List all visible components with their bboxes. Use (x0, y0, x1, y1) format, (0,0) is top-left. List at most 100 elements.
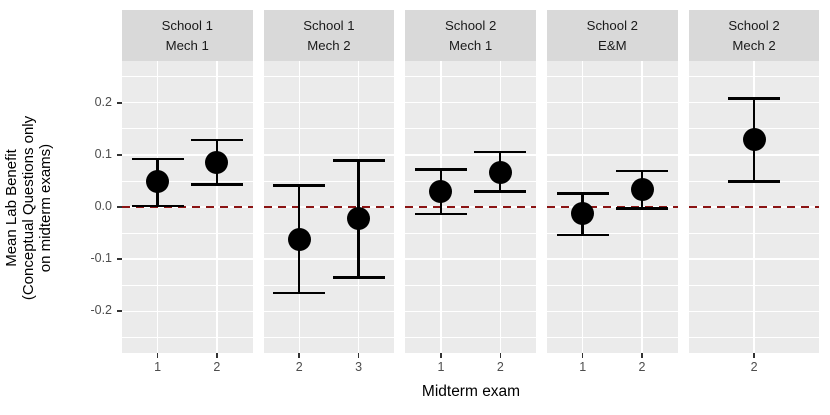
error-bar-cap-bottom (273, 291, 326, 295)
major-gridline (405, 101, 536, 104)
x-tick-mark (440, 353, 442, 358)
x-tick-label: 1 (154, 360, 162, 374)
data-point (571, 201, 595, 225)
minor-gridline (263, 284, 395, 286)
minor-gridline (405, 76, 536, 78)
major-gridline (263, 101, 395, 104)
major-gridline (263, 310, 395, 313)
major-gridline (405, 154, 536, 156)
minor-gridline (263, 180, 395, 182)
error-bar-cap-top (131, 157, 184, 161)
facet-strip: School 2 E&M (547, 10, 678, 61)
y-tick-label: -0.1 (90, 251, 112, 266)
major-gridline (405, 310, 536, 313)
error-bar-cap-bottom (414, 213, 467, 216)
y-tick-mark (117, 310, 122, 313)
minor-gridline (263, 76, 395, 78)
minor-gridline (263, 232, 395, 234)
error-bar-cap-top (273, 184, 326, 187)
major-gridline (547, 154, 678, 156)
x-tick-mark (298, 353, 301, 358)
zero-reference-line (688, 205, 820, 209)
zero-reference-line (122, 205, 253, 209)
x-tick-mark (753, 353, 755, 358)
x-tick-label: 2 (638, 360, 646, 374)
x-tick-label: 2 (295, 360, 303, 374)
x-tick-label: 2 (213, 360, 221, 374)
y-tick-label: 0.1 (94, 146, 112, 161)
facet-strip: School 2 Mech 2 (688, 10, 820, 61)
data-point (347, 206, 371, 230)
y-tick-label: 0.0 (94, 199, 112, 213)
zero-reference-line (547, 205, 678, 209)
facet-strip: School 1 Mech 2 (263, 10, 395, 61)
minor-gridline (547, 180, 678, 182)
error-bar-cap-bottom (190, 183, 243, 186)
major-gridline (122, 154, 253, 156)
minor-gridline (122, 128, 253, 130)
minor-gridline (547, 128, 678, 130)
y-tick-mark (117, 206, 122, 208)
facet-panel (122, 61, 253, 353)
data-point (630, 177, 654, 201)
facet-strip: School 1 Mech 1 (122, 10, 253, 61)
minor-gridline (122, 180, 253, 182)
facet-panel (263, 61, 395, 353)
major-gridline (263, 258, 395, 260)
facet-panel (405, 61, 536, 353)
data-point (488, 160, 512, 184)
minor-gridline (405, 180, 536, 182)
minor-gridline (122, 284, 253, 286)
x-tick-label: 2 (750, 360, 758, 374)
major-gridline (547, 101, 678, 104)
minor-gridline (547, 336, 678, 338)
error-bar-cap-bottom (616, 207, 668, 210)
error-bar-cap-bottom (131, 204, 184, 208)
error-bar-cap-bottom (332, 276, 385, 279)
error-bar-cap-bottom (556, 233, 609, 237)
minor-gridline (122, 336, 253, 338)
y-tick-mark (117, 101, 122, 104)
error-bar-cap-top (728, 97, 781, 100)
data-point (205, 150, 229, 174)
minor-gridline (405, 336, 536, 338)
minor-gridline (263, 336, 395, 338)
x-tick-mark (641, 353, 643, 358)
major-gridline (547, 258, 678, 260)
minor-gridline (405, 128, 536, 130)
minor-gridline (547, 76, 678, 78)
error-bar-cap-top (332, 159, 385, 162)
error-bar-cap-top (556, 192, 609, 195)
x-tick-mark (499, 353, 502, 358)
major-gridline (122, 258, 253, 260)
minor-gridline (122, 76, 253, 78)
minor-gridline (263, 128, 395, 130)
x-tick-label: 3 (355, 360, 363, 374)
y-tick-label: -0.2 (90, 303, 112, 318)
error-bar-cap-bottom (474, 190, 527, 193)
error-bar-cap-bottom (728, 180, 781, 183)
data-point (742, 128, 766, 152)
minor-gridline (122, 232, 253, 234)
facet-panel (547, 61, 678, 353)
x-tick-mark (156, 353, 159, 358)
major-gridline (263, 154, 395, 156)
minor-gridline (547, 232, 678, 234)
major-gridline (405, 258, 536, 260)
major-gridline (547, 310, 678, 313)
x-tick-label: 1 (579, 360, 587, 374)
x-tick-label: 1 (437, 360, 445, 374)
data-point (146, 170, 170, 194)
x-axis-title: Midterm exam (421, 383, 521, 400)
zero-reference-line (263, 205, 395, 209)
facet-panel (688, 61, 820, 353)
y-tick-label: 0.2 (94, 94, 112, 109)
minor-gridline (405, 232, 536, 234)
x-tick-label: 2 (496, 360, 504, 374)
error-bar-cap-top (474, 151, 527, 154)
x-tick-mark (581, 353, 584, 358)
error-bar-cap-top (616, 169, 668, 173)
error-bar-cap-top (414, 168, 467, 171)
major-gridline (122, 101, 253, 104)
